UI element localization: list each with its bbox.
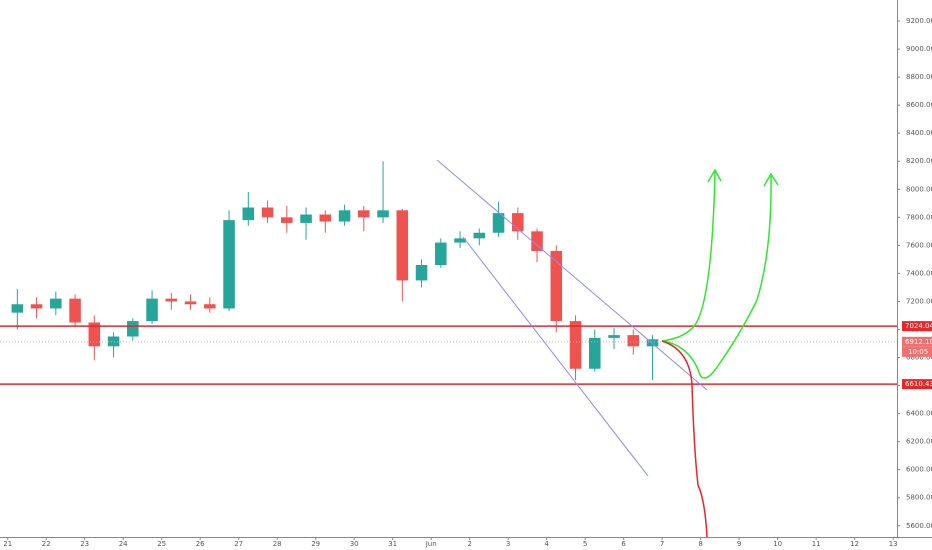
x-tick-label: 29 bbox=[311, 540, 320, 548]
candle-body bbox=[550, 250, 563, 322]
candle-body bbox=[165, 298, 178, 302]
price-label-text: 6912.10 bbox=[905, 338, 932, 346]
x-tick-label: 27 bbox=[234, 540, 243, 548]
x-tick-label: 21 bbox=[3, 540, 12, 548]
x-tick-label: 6 bbox=[621, 540, 626, 548]
candle-body bbox=[127, 321, 139, 337]
x-tick-label: 3 bbox=[506, 540, 510, 548]
candle-body bbox=[88, 322, 101, 347]
y-tick-label: 5600.00 bbox=[906, 522, 932, 530]
x-tick-label: 2 bbox=[467, 540, 471, 548]
price-label-bg bbox=[902, 379, 932, 390]
candle-body bbox=[415, 264, 428, 281]
x-tick-label: Jun bbox=[425, 540, 437, 548]
forecast-up-1 bbox=[661, 171, 716, 342]
candle-body bbox=[627, 335, 640, 347]
y-tick-label: 7600.00 bbox=[906, 241, 932, 249]
y-tick-label: 6800.00 bbox=[906, 354, 932, 362]
y-tick-label: 7200.00 bbox=[906, 297, 932, 305]
y-tick-label: 9200.00 bbox=[906, 17, 932, 25]
candle-body bbox=[531, 231, 543, 251]
candle-body bbox=[396, 210, 409, 281]
candle-body bbox=[358, 210, 370, 218]
candle-body bbox=[107, 336, 120, 347]
y-tick-label: 6200.00 bbox=[906, 438, 932, 446]
price-label: 7024.04 bbox=[902, 321, 932, 332]
y-tick-label: 6400.00 bbox=[906, 410, 932, 418]
candle-body bbox=[492, 213, 505, 233]
candle-body bbox=[512, 213, 524, 232]
x-tick-label: 30 bbox=[350, 540, 359, 548]
candle-body bbox=[454, 238, 466, 243]
candle-body bbox=[30, 304, 43, 309]
forecast-down bbox=[661, 340, 708, 538]
candle-body bbox=[184, 301, 197, 305]
x-tick-label: 5 bbox=[583, 540, 587, 548]
x-tick-label: 23 bbox=[80, 540, 89, 548]
x-tick-label: 25 bbox=[157, 540, 166, 548]
x-tick-label: 13 bbox=[889, 540, 898, 548]
candle-body bbox=[11, 304, 24, 313]
drawings bbox=[436, 159, 779, 538]
candle-body bbox=[50, 298, 62, 309]
y-tick-label: 5800.00 bbox=[906, 494, 932, 502]
x-tick-label: 24 bbox=[119, 540, 128, 548]
x-tick-label: 22 bbox=[42, 540, 51, 548]
y-tick-label: 8000.00 bbox=[906, 185, 932, 193]
x-tick-label: 11 bbox=[812, 540, 821, 548]
channel-lower bbox=[462, 236, 649, 477]
candle-body bbox=[300, 214, 312, 223]
x-tick-label: 7 bbox=[660, 540, 664, 548]
y-tick-label: 7400.00 bbox=[906, 269, 932, 277]
candle-body bbox=[589, 337, 601, 369]
forecast-up-2 bbox=[661, 175, 772, 379]
y-tick-label: 8200.00 bbox=[906, 157, 932, 165]
candle-body bbox=[608, 335, 620, 338]
y-tick-label: 7800.00 bbox=[906, 213, 932, 221]
candle-body bbox=[223, 220, 235, 309]
price-label-text: 6610.43 bbox=[905, 380, 932, 388]
candle-body bbox=[646, 339, 659, 347]
countdown-text: 10:05 bbox=[908, 348, 928, 356]
x-tick-label: 8 bbox=[698, 540, 702, 548]
price-label-text: 7024.04 bbox=[905, 322, 932, 330]
price-label-bg bbox=[902, 321, 932, 332]
candle-body bbox=[377, 210, 389, 218]
candle-body bbox=[435, 242, 447, 265]
x-tick-label: 31 bbox=[388, 540, 397, 548]
arrow-1 bbox=[707, 168, 722, 183]
price-label: 6912.10 10:05 bbox=[902, 336, 932, 357]
candle-body bbox=[69, 298, 81, 323]
candle-body bbox=[242, 207, 255, 221]
x-tick-label: 12 bbox=[850, 540, 859, 548]
x-tick-label: 28 bbox=[273, 540, 282, 548]
candle-body bbox=[569, 321, 582, 369]
countdown-bg bbox=[902, 346, 932, 357]
candle-body bbox=[473, 232, 486, 239]
y-tick-label: 9000.00 bbox=[906, 45, 932, 53]
y-tick-label: 8800.00 bbox=[906, 73, 932, 81]
channel-upper bbox=[436, 159, 708, 391]
candle-body bbox=[319, 214, 332, 222]
candle-body bbox=[204, 304, 216, 309]
y-tick-label: 8600.00 bbox=[906, 101, 932, 109]
candle-body bbox=[261, 207, 274, 218]
y-tick-label: 6000.00 bbox=[906, 466, 932, 474]
x-tick-label: 10 bbox=[773, 540, 782, 548]
candle-body bbox=[146, 298, 158, 322]
x-tick-label: 26 bbox=[196, 540, 205, 548]
candle-body bbox=[338, 210, 351, 222]
candle-body bbox=[281, 217, 293, 223]
x-tick-label: 4 bbox=[544, 540, 549, 548]
x-tick-label: 9 bbox=[737, 540, 741, 548]
price-label: 6610.43 bbox=[902, 379, 932, 390]
y-tick-label: 8400.00 bbox=[906, 129, 932, 137]
price-label-bg bbox=[902, 336, 932, 347]
arrow-2 bbox=[763, 172, 779, 187]
